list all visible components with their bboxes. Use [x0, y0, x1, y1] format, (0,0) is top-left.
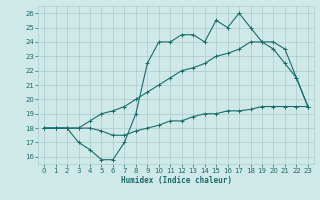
- X-axis label: Humidex (Indice chaleur): Humidex (Indice chaleur): [121, 176, 231, 185]
